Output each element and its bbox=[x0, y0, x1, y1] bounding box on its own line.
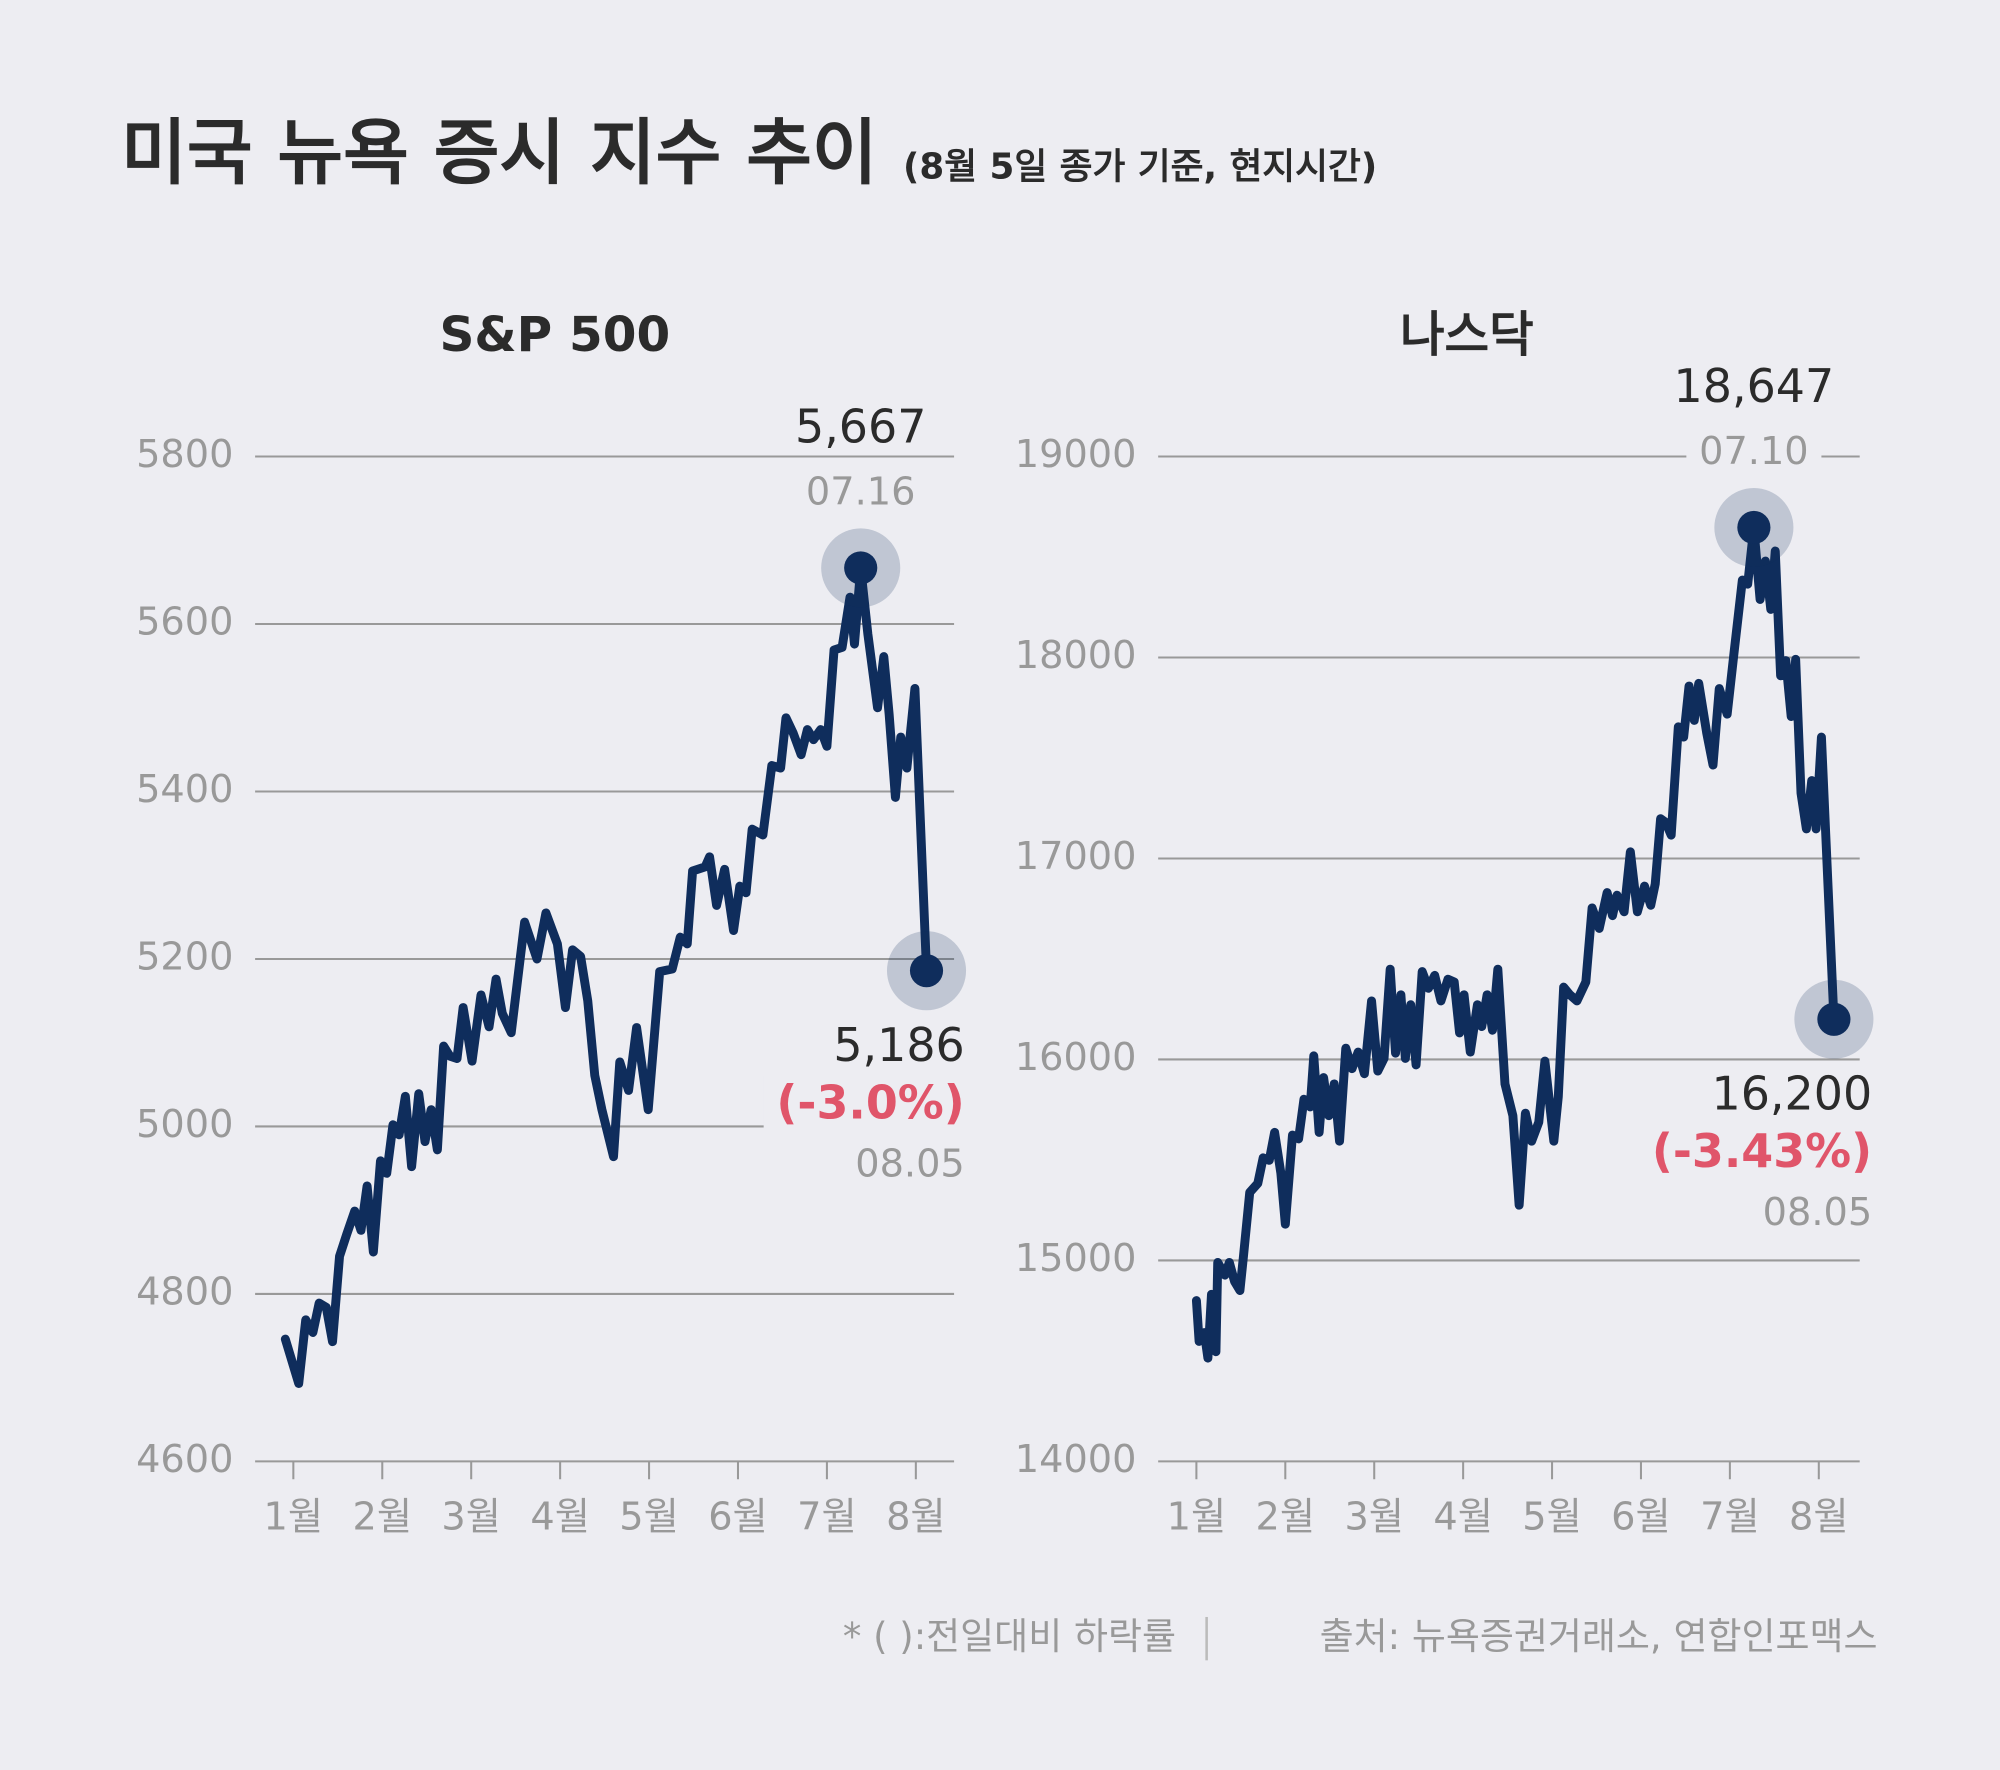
label-backdrop bbox=[1660, 359, 1847, 414]
x-tick-label: 2월 bbox=[1256, 1494, 1316, 1539]
label-backdrop bbox=[1749, 1189, 1885, 1235]
y-tick-label: 5400 bbox=[136, 767, 233, 812]
y-tick-label: 17000 bbox=[1015, 834, 1137, 879]
x-tick-label: 1월 bbox=[264, 1494, 324, 1539]
index-line bbox=[1191, 522, 1839, 1363]
footnote: * ( ):전일대비 하락률 bbox=[843, 1615, 1176, 1658]
x-tick-label: 3월 bbox=[1344, 1494, 1404, 1539]
peak-value-label: 18,647 bbox=[1674, 359, 1835, 413]
highlight-dot bbox=[844, 551, 878, 585]
x-tick-label: 1월 bbox=[1167, 1494, 1227, 1539]
label-backdrop bbox=[793, 469, 929, 515]
last-value-label: 5,186 bbox=[833, 1018, 964, 1072]
x-tick-label: 5월 bbox=[1522, 1494, 1582, 1539]
highlight-dot bbox=[1817, 1002, 1851, 1036]
y-tick-label: 15000 bbox=[1015, 1236, 1137, 1281]
y-tick-label: 18000 bbox=[1015, 633, 1137, 678]
last-date: 08.05 bbox=[1763, 1190, 1873, 1235]
y-tick-label: 5200 bbox=[136, 934, 233, 979]
y-tick-label: 5800 bbox=[136, 432, 233, 477]
chart-title: S&P 500 bbox=[439, 307, 670, 363]
change-label: (-3.43%) bbox=[1652, 1124, 1872, 1178]
last-date: 08.05 bbox=[855, 1141, 965, 1186]
x-tick-label: 6월 bbox=[708, 1494, 768, 1539]
x-tick-label: 3월 bbox=[441, 1494, 501, 1539]
subtitle: (8월 5일 종가 기준, 현지시간) bbox=[903, 146, 1377, 187]
x-tick-label: 5월 bbox=[619, 1494, 679, 1539]
y-tick-label: 5600 bbox=[136, 600, 233, 645]
label-backdrop bbox=[842, 1141, 978, 1187]
x-tick-label: 4월 bbox=[530, 1494, 590, 1539]
index-line bbox=[280, 563, 931, 1388]
y-tick-label: 16000 bbox=[1015, 1035, 1137, 1080]
x-tick-label: 2월 bbox=[353, 1494, 413, 1539]
chart-title: 나스닥 bbox=[1400, 307, 1534, 363]
y-tick-label: 14000 bbox=[1015, 1437, 1137, 1482]
peak-date: 07.10 bbox=[1699, 429, 1809, 474]
chart-panel: S&P 500 4600 4800 5000 5200 5400 5600 5800 1월 2월 3… bbox=[136, 307, 978, 1539]
y-tick-label: 4600 bbox=[136, 1437, 233, 1482]
highlight-dot bbox=[1737, 510, 1771, 545]
y-tick-label: 19000 bbox=[1015, 432, 1137, 477]
label-backdrop bbox=[763, 1075, 978, 1130]
x-tick-label: 7월 bbox=[1700, 1494, 1760, 1539]
y-tick-label: 5000 bbox=[136, 1102, 233, 1147]
highlight-dot bbox=[909, 954, 944, 988]
label-backdrop bbox=[782, 399, 940, 454]
source: 출처: 뉴욕증권거래소, 연합인포맥스 bbox=[1320, 1615, 1878, 1658]
last-value-label: 16,200 bbox=[1712, 1067, 1873, 1121]
x-tick-label: 7월 bbox=[797, 1494, 857, 1539]
label-backdrop bbox=[1686, 429, 1822, 475]
peak-value-label: 5,667 bbox=[795, 400, 926, 454]
peak-date: 07.16 bbox=[806, 469, 916, 514]
x-tick-label: 8월 bbox=[1789, 1494, 1849, 1539]
x-tick-label: 6월 bbox=[1611, 1494, 1671, 1539]
change-label: (-3.0%) bbox=[776, 1075, 964, 1129]
label-backdrop bbox=[1639, 1123, 1885, 1178]
x-tick-label: 4월 bbox=[1433, 1494, 1493, 1539]
x-tick-label: 8월 bbox=[886, 1494, 946, 1539]
label-backdrop bbox=[1698, 1066, 1885, 1121]
chart-panel: 나스닥 14000 15000 16000 17000 18000 19000 1월 2월 3월 4… bbox=[1015, 307, 1885, 1539]
y-tick-label: 4800 bbox=[136, 1269, 233, 1314]
label-backdrop bbox=[820, 1017, 978, 1072]
title: 미국 뉴욕 증시 지수 추이 bbox=[121, 112, 877, 195]
